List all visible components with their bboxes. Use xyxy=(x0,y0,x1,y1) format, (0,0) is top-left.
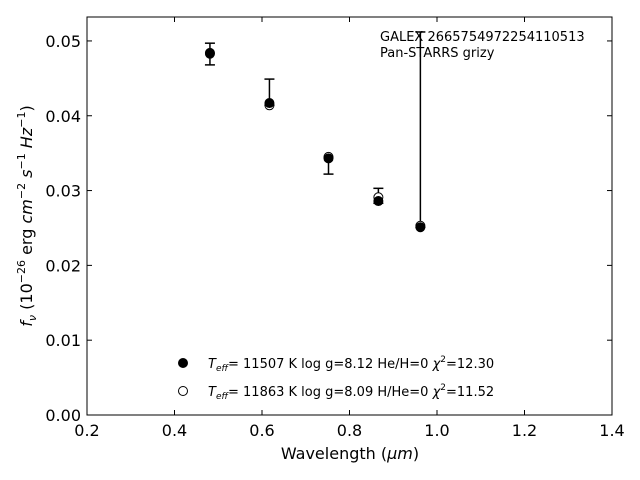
x-axis-label: Wavelength (μm) xyxy=(281,444,419,463)
x-tick-label: 0.4 xyxy=(162,421,187,440)
legend-label-filled: Teff= 11507 K log g=8.12 He/H=0 χ2=12.30 xyxy=(208,355,494,374)
data-points xyxy=(204,47,426,233)
y-tick-label: 0.04 xyxy=(45,107,81,126)
y-tick-label: 0.00 xyxy=(45,406,81,425)
x-tick-label: 0.8 xyxy=(337,421,362,440)
point-filled xyxy=(204,48,215,59)
legend-marker-filled xyxy=(178,358,188,368)
legend-label-open: Teff= 11863 K log g=8.09 H/He=0 χ2=11.52 xyxy=(208,383,494,402)
plot-frame xyxy=(86,16,613,416)
x-tick-label: 1.2 xyxy=(512,421,537,440)
y-axis-label: fν (10−26 erg cm−2 s−1 Hz−1) xyxy=(15,105,39,326)
annotation-survey: Pan-STARRS grizy xyxy=(380,46,495,61)
x-tick-label: 0.2 xyxy=(74,421,99,440)
point-filled xyxy=(323,153,334,164)
x-tick-label: 1.4 xyxy=(599,421,624,440)
axis-ticks: 0.2 0.4 0.6 0.8 1.0 1.2 1.4 0.00 0.01 0.02 0.03 0.0… xyxy=(45,17,625,440)
error-bars xyxy=(204,31,426,228)
annotation-source-id: GALEX 2665754972254110513 xyxy=(380,30,585,45)
legend: Teff= 11507 K log g=8.12 He/H=0 χ2=12.30… xyxy=(178,355,494,402)
y-tick-label: 0.01 xyxy=(45,331,81,350)
x-tick-label: 1.0 xyxy=(424,421,449,440)
y-tick-label: 0.05 xyxy=(45,32,81,51)
x-tick-label: 0.6 xyxy=(249,421,274,440)
point-filled xyxy=(415,222,426,233)
y-tick-label: 0.03 xyxy=(45,182,81,201)
y-tick-label: 0.02 xyxy=(45,256,81,275)
legend-marker-open xyxy=(178,386,188,396)
point-filled xyxy=(373,196,384,207)
point-filled xyxy=(264,98,275,109)
